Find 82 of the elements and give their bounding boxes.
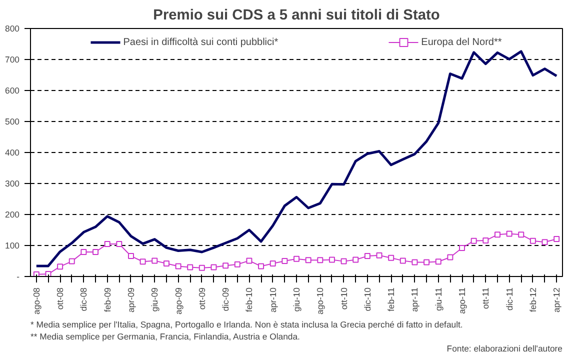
x-tick-label: feb-12 — [528, 287, 538, 312]
point — [294, 256, 300, 262]
point — [210, 264, 217, 270]
point — [506, 230, 512, 237]
y-tick-label: 300 — [5, 178, 20, 188]
legend-label: Europa del Nord** — [421, 36, 502, 48]
x-tick-label: ott-09 — [196, 287, 207, 310]
y-tick-label: 700 — [5, 54, 20, 64]
point — [246, 258, 252, 264]
point — [518, 232, 524, 238]
x-tick-label: ago-08 — [31, 287, 42, 314]
y-tick-label: 100 — [5, 240, 20, 250]
point — [530, 238, 536, 244]
point — [57, 264, 64, 270]
x-tick-label: giu-10 — [292, 287, 302, 312]
point — [152, 258, 158, 264]
x-tick-label: dic-09 — [220, 287, 231, 312]
point — [175, 263, 182, 270]
y-tick-label: 400 — [5, 148, 20, 158]
x-tick-label: feb-10 — [244, 287, 254, 312]
point — [424, 259, 430, 266]
point — [340, 258, 347, 264]
point — [163, 260, 170, 266]
x-tick-label: ott-11 — [480, 287, 491, 309]
point — [400, 258, 406, 264]
x-tick-label: apr-12 — [552, 287, 562, 313]
point — [282, 258, 288, 264]
y-tick-label: 800 — [5, 24, 20, 34]
x-tick-label: ago-10 — [315, 287, 326, 314]
point — [140, 258, 146, 265]
x-tick-label: dic-10 — [362, 287, 372, 312]
x-tick-label: feb-11 — [386, 287, 396, 312]
point — [305, 257, 312, 264]
y-tick-label: 500 — [5, 116, 20, 126]
point — [128, 253, 134, 260]
point — [68, 258, 75, 264]
point — [258, 263, 264, 270]
x-tick-label: dic-11 — [504, 287, 514, 310]
point — [364, 253, 370, 260]
point — [352, 256, 359, 263]
x-tick-label: giu-11 — [433, 287, 444, 311]
point — [187, 264, 194, 270]
x-tick-label: ott-08 — [55, 287, 66, 310]
point — [317, 257, 324, 264]
point — [554, 236, 560, 242]
point — [234, 261, 240, 268]
line-series — [35, 50, 558, 268]
chart-title: Premio sui CDS a 5 anni sui titoli di Stato — [153, 8, 440, 24]
point — [542, 239, 548, 246]
text: * Media semplice per l'Italia, Spagna, Portogallo e Irlanda. Non è stata inclusa la Grecia perché di fatto in default. — [30, 320, 463, 330]
x-tick-label: ago-09 — [173, 287, 184, 314]
point — [198, 264, 205, 271]
x-tick-label: apr-11 — [410, 287, 420, 312]
x-tick-label: ott-10 — [338, 287, 349, 310]
point — [459, 244, 466, 251]
y-tick-label: - — [16, 272, 20, 282]
point — [104, 240, 110, 247]
source-note: Fonte: elaborazioni dell'autore — [446, 344, 563, 354]
y-tick-label: 200 — [5, 210, 20, 220]
point — [482, 238, 489, 244]
x-tick-label: feb-09 — [102, 287, 112, 312]
point — [447, 254, 454, 260]
point — [388, 254, 394, 261]
legend-label: Paesi in difficoltà sui conti pubblici* — [123, 36, 278, 48]
point — [376, 252, 382, 258]
point — [80, 249, 87, 256]
point — [92, 249, 99, 256]
point — [494, 232, 500, 238]
x-tick-label: ago-11 — [457, 287, 468, 314]
y-tick-label: 600 — [5, 86, 20, 96]
text: ** Media semplice per Germania, Francia, Finlandia, Austria e Olanda. — [30, 332, 300, 342]
point — [328, 256, 335, 263]
point — [470, 238, 477, 244]
x-tick-label: apr-09 — [126, 287, 136, 313]
point — [116, 240, 122, 247]
point — [222, 262, 229, 269]
point — [435, 258, 442, 265]
x-tick-label: apr-10 — [268, 287, 278, 313]
point — [412, 259, 418, 266]
point — [270, 260, 276, 266]
x-tick-label: dic-08 — [78, 287, 89, 312]
x-tick-label: giu-09 — [150, 287, 160, 312]
